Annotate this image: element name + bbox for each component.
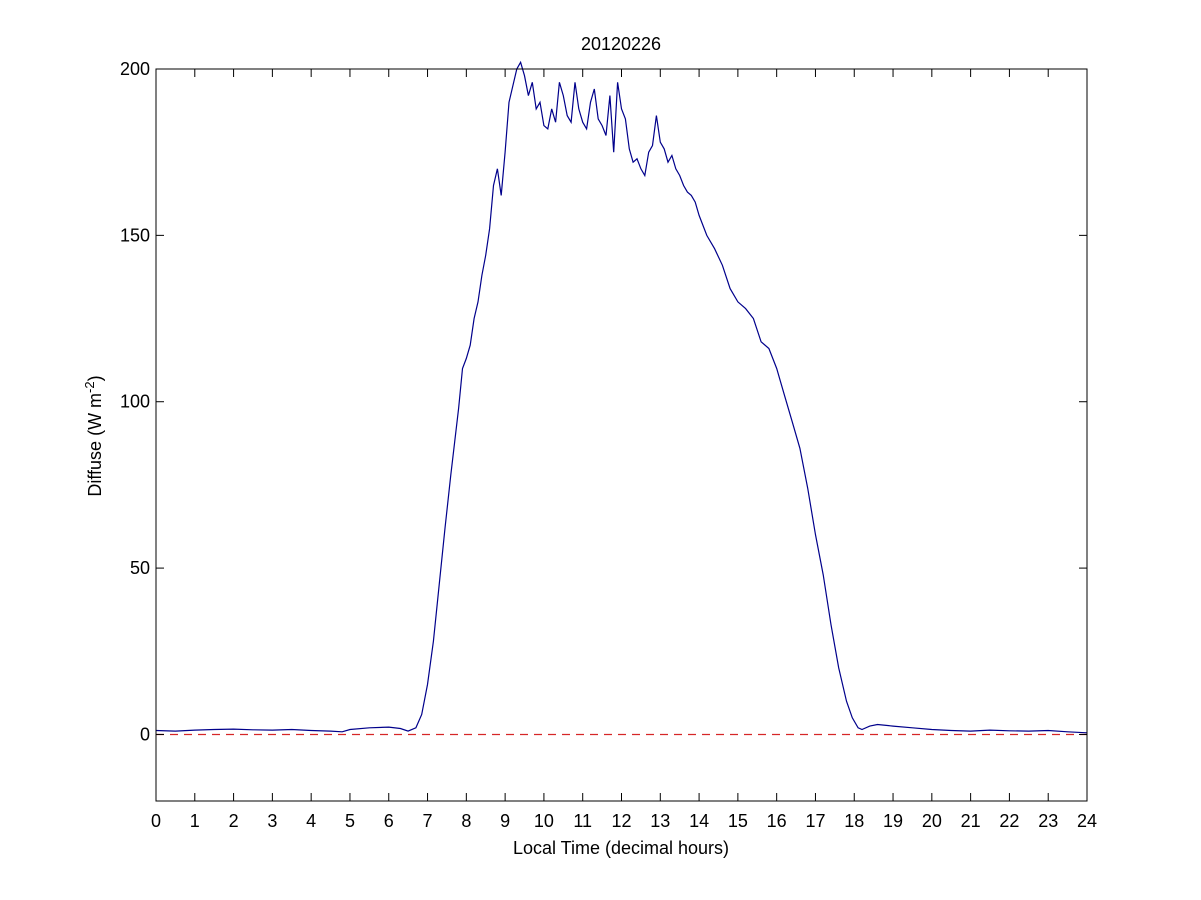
y-tick-label: 0 [140,724,150,744]
x-axis-label: Local Time (decimal hours) [513,838,729,858]
y-tick-label: 200 [120,59,150,79]
y-axis-label-close: ) [85,375,105,381]
x-tick-label: 19 [883,811,903,831]
x-axis: 0 1 2 3 4 5 6 7 8 9 10 11 12 13 14 15 16 17 18 19 20 21 22 23 24 [151,69,1097,831]
y-tick-label: 50 [130,558,150,578]
x-tick-label: 14 [689,811,709,831]
y-axis-label-main: Diffuse (W m [85,393,105,497]
diffuse-series-line [155,60,1088,734]
y-axis-label: Diffuse (W m-2) [82,375,105,496]
x-tick-label: 13 [650,811,670,831]
x-tick-label: 7 [423,811,433,831]
x-tick-label: 5 [345,811,355,831]
x-tick-label: 6 [384,811,394,831]
chart-title: 20120226 [581,34,661,54]
x-tick-label: 24 [1077,811,1097,831]
x-tick-label: 12 [611,811,631,831]
y-axis-label-superscript: -2 [82,381,97,393]
x-tick-label: 9 [500,811,510,831]
x-tick-label: 23 [1038,811,1058,831]
x-tick-label: 1 [190,811,200,831]
x-tick-label: 2 [229,811,239,831]
x-tick-label: 21 [961,811,981,831]
x-tick-label: 11 [573,811,592,831]
x-tick-label: 15 [728,811,748,831]
x-tick-label: 3 [267,811,277,831]
x-tick-label: 0 [151,811,161,831]
x-tick-label: 10 [534,811,554,831]
y-tick-label: 150 [120,225,150,245]
x-tick-label: 16 [767,811,787,831]
y-tick-label: 100 [120,392,150,412]
x-tick-label: 18 [844,811,864,831]
x-tick-label: 17 [805,811,825,831]
x-tick-label: 8 [461,811,471,831]
y-axis: 0 50 100 150 200 [120,59,1087,744]
x-tick-label: 20 [922,811,942,831]
x-tick-label: 22 [999,811,1019,831]
x-tick-label: 4 [306,811,316,831]
